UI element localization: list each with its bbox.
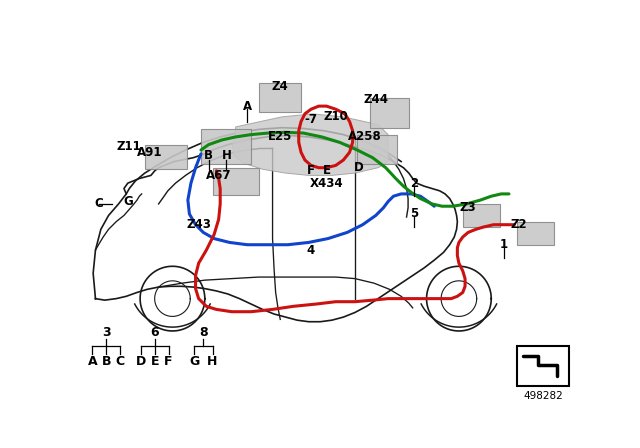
Text: X434: X434	[310, 177, 343, 190]
Text: H: H	[221, 149, 231, 162]
Text: 6: 6	[150, 326, 159, 339]
Text: 498282: 498282	[523, 391, 563, 401]
Text: Z4: Z4	[272, 80, 289, 93]
Text: Z44: Z44	[364, 94, 388, 107]
Text: E25: E25	[268, 130, 292, 143]
Text: F: F	[307, 164, 315, 177]
Polygon shape	[232, 114, 388, 176]
Text: D: D	[136, 355, 146, 368]
Text: C: C	[94, 198, 103, 211]
Text: E: E	[323, 164, 330, 177]
Text: B: B	[204, 149, 213, 162]
Text: G: G	[189, 355, 199, 368]
Text: 4: 4	[307, 244, 315, 257]
Text: E: E	[150, 355, 159, 368]
Text: A67: A67	[206, 169, 232, 182]
FancyBboxPatch shape	[145, 145, 187, 169]
Bar	[516, 346, 569, 386]
FancyBboxPatch shape	[371, 99, 409, 128]
Text: C: C	[116, 355, 125, 368]
Text: 2: 2	[410, 177, 419, 190]
FancyBboxPatch shape	[259, 83, 301, 112]
Text: Z43: Z43	[186, 218, 211, 231]
FancyBboxPatch shape	[516, 222, 554, 245]
FancyBboxPatch shape	[201, 129, 251, 164]
Text: B: B	[102, 355, 111, 368]
Text: Z3: Z3	[460, 201, 476, 214]
FancyBboxPatch shape	[463, 204, 500, 227]
FancyBboxPatch shape	[212, 168, 259, 195]
Text: F: F	[164, 355, 173, 368]
Text: A258: A258	[348, 130, 382, 143]
FancyBboxPatch shape	[357, 134, 397, 164]
Text: A: A	[243, 99, 252, 112]
Text: Z11: Z11	[117, 140, 141, 153]
Text: 8: 8	[199, 326, 207, 339]
Text: Z2: Z2	[511, 218, 527, 231]
Text: Z10: Z10	[323, 110, 348, 123]
Text: H: H	[207, 355, 218, 368]
Text: 3: 3	[102, 326, 111, 339]
Text: 1: 1	[499, 238, 508, 251]
Text: -7: -7	[305, 113, 317, 126]
Text: A91: A91	[136, 146, 162, 159]
Text: A: A	[88, 355, 97, 368]
Text: 5: 5	[410, 207, 419, 220]
Text: D: D	[354, 161, 364, 174]
Text: G: G	[123, 195, 132, 208]
